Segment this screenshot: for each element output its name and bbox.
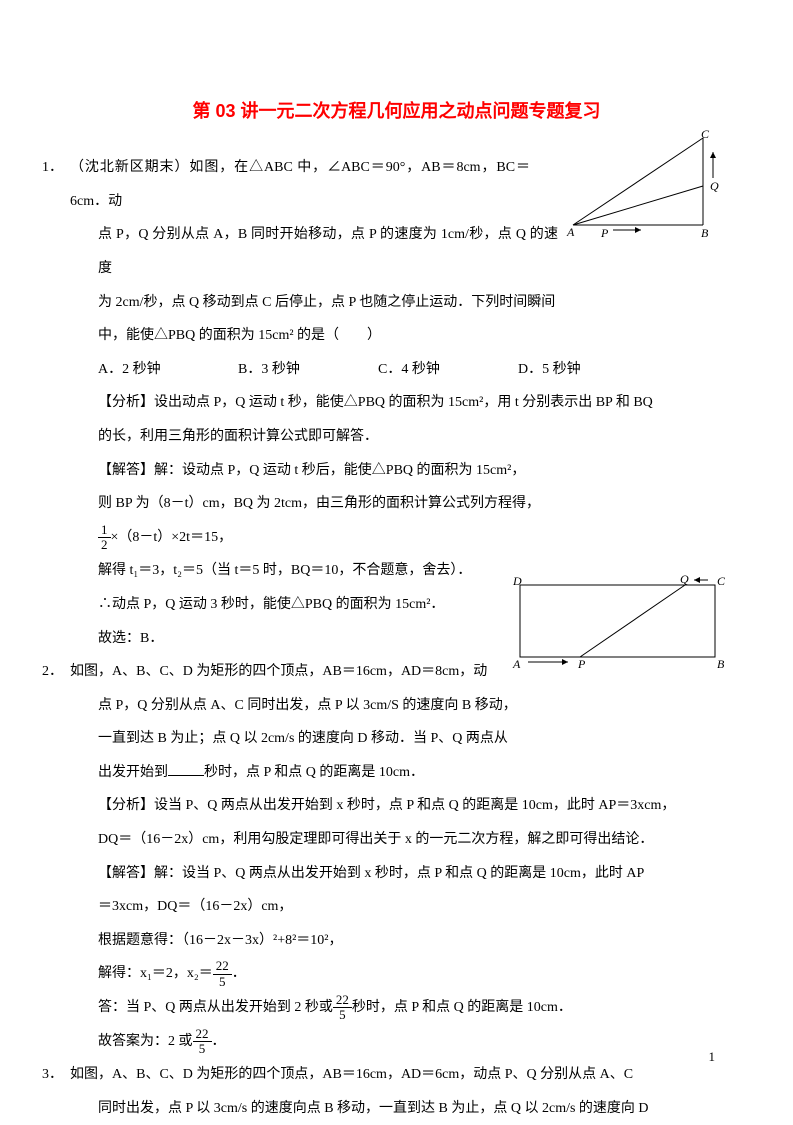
fraction-22-5: 225 bbox=[333, 993, 352, 1023]
option-a: A．2 秒钟 bbox=[98, 353, 238, 387]
option-c: C．4 秒钟 bbox=[378, 353, 518, 387]
fraction-22-5: 225 bbox=[213, 959, 232, 989]
question-3: 3．如图，A、B、C、D 为矩形的四个顶点，AB＝16cm，AD＝6cm，动点 … bbox=[70, 1058, 723, 1125]
q3-line2: 同时出发，点 P 以 3cm/s 的速度向点 B 移动，一直到达 B 为止，点 … bbox=[70, 1092, 723, 1125]
q3-line1: 如图，A、B、C、D 为矩形的四个顶点，AB＝16cm，AD＝6cm，动点 P、… bbox=[70, 1067, 633, 1082]
page-title: 第 03 讲一元二次方程几何应用之动点问题专题复习 bbox=[70, 90, 723, 133]
q1-options: A．2 秒钟 B．3 秒钟 C．4 秒钟 D．5 秒钟 bbox=[70, 353, 723, 387]
question-2: 2． 如图，A、B、C、D 为矩形的四个顶点，AB＝16cm，AD＝8cm，动 … bbox=[70, 655, 723, 1058]
q2-sol5: 答：当 P、Q 两点从出发开始到 2 秒或225秒时，点 P 和点 Q 的距离是… bbox=[70, 991, 723, 1025]
q2-sol4: 解得：x₁＝2，x₂＝225． bbox=[70, 957, 723, 991]
label-C: C bbox=[717, 575, 725, 588]
q1-sol3: 12×（8－t）×2t＝15， bbox=[70, 521, 723, 555]
option-d: D．5 秒钟 bbox=[518, 353, 658, 387]
q2-sol6: 故答案为：2 或225． bbox=[70, 1025, 723, 1059]
label-Q: Q bbox=[680, 575, 689, 586]
q2-number: 2． bbox=[42, 655, 63, 689]
page: 第 03 讲一元二次方程几何应用之动点问题专题复习 A B C P Q 1．（沈… bbox=[0, 0, 793, 1122]
q1-line3: 为 2cm/秒，点 Q 移动到点 C 后停止，点 P 也随之停止运动．下列时间瞬… bbox=[70, 286, 558, 320]
q2-sol1: 【解答】解：设当 P、Q 两点从出发开始到 x 秒时，点 P 和点 Q 的距离是… bbox=[70, 857, 723, 891]
q2-sol2: ＝3xcm，DQ＝（16－2x）cm， bbox=[70, 890, 723, 924]
fraction-22-5: 225 bbox=[193, 1027, 212, 1057]
page-number: 1 bbox=[709, 1041, 716, 1072]
option-b: B．3 秒钟 bbox=[238, 353, 378, 387]
q2-sol3: 根据题意得：（16－2x－3x）²+8²＝10²， bbox=[70, 924, 723, 958]
q1-sol1: 【解答】解：设动点 P，Q 运动 t 秒后，能使△PBQ 的面积为 15cm²， bbox=[70, 454, 723, 488]
q1-number: 1． bbox=[42, 151, 63, 185]
fraction-half: 12 bbox=[98, 523, 111, 553]
q2-line1: 如图，A、B、C、D 为矩形的四个顶点，AB＝16cm，AD＝8cm，动 bbox=[70, 664, 487, 679]
q3-number: 3． bbox=[42, 1058, 63, 1092]
q1-line1: （沈北新区期末）如图，在△ABC 中，∠ABC＝90°，AB＝8cm，BC＝6c… bbox=[70, 160, 530, 209]
blank-line bbox=[168, 775, 204, 776]
label-D: D bbox=[512, 575, 522, 588]
q1-line4: 中，能使△PBQ 的面积为 15cm² 的是（ ） bbox=[70, 319, 558, 353]
label-C: C bbox=[701, 130, 710, 141]
q1-line2: 点 P，Q 分别从点 A，B 同时开始移动，点 P 的速度为 1cm/秒，点 Q… bbox=[70, 218, 558, 285]
q1-sol2: 则 BP 为（8－t）cm，BQ 为 2tcm，由三角形的面积计算公式列方程得， bbox=[70, 487, 723, 521]
q1-analysis2: 的长，利用三角形的面积计算公式即可解答． bbox=[70, 420, 723, 454]
q1-analysis1: 【分析】设出动点 P，Q 运动 t 秒，能使△PBQ 的面积为 15cm²，用 … bbox=[70, 386, 723, 420]
q2-analysis1: 【分析】设当 P、Q 两点从出发开始到 x 秒时，点 P 和点 Q 的距离是 1… bbox=[70, 789, 723, 823]
q2-line3: 一直到达 B 为止；点 Q 以 2cm/s 的速度向 D 移动．当 P、Q 两点… bbox=[70, 722, 518, 756]
q2-line2: 点 P，Q 分别从点 A、C 同时出发，点 P 以 3cm/S 的速度向 B 移… bbox=[70, 689, 518, 723]
q2-analysis2: DQ＝（16－2x）cm，利用勾股定理即可得出关于 x 的一元二次方程，解之即可… bbox=[70, 823, 723, 857]
q2-line4: 出发开始到秒时，点 P 和点 Q 的距离是 10cm． bbox=[70, 756, 518, 790]
